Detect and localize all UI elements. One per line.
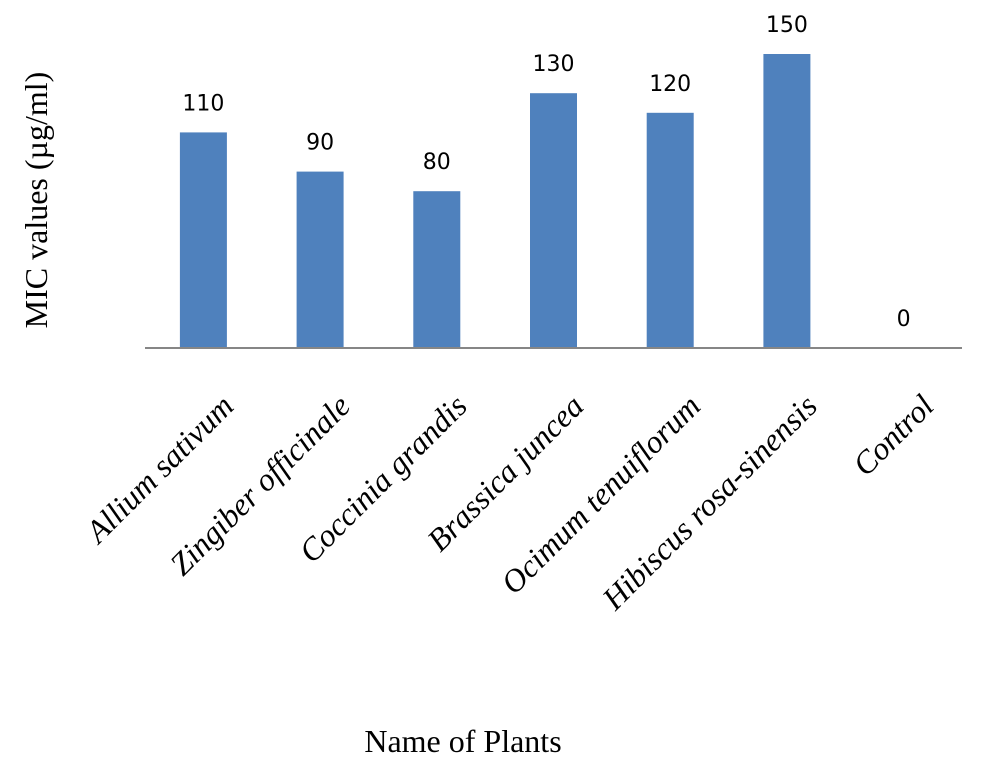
data-label-0: 110 bbox=[182, 91, 224, 116]
data-label-4: 120 bbox=[649, 72, 691, 97]
bar-5 bbox=[763, 54, 811, 348]
category-label-5: Hibiscus rosa-sinensis bbox=[594, 387, 824, 617]
bar-2 bbox=[413, 191, 461, 348]
data-label-5: 150 bbox=[766, 13, 808, 38]
category-label-6: Control bbox=[846, 387, 941, 482]
bar-3 bbox=[530, 93, 577, 348]
y-axis-title: MIC values (µg/ml) bbox=[18, 72, 54, 329]
data-label-6: 0 bbox=[897, 307, 911, 332]
bar-1 bbox=[296, 171, 344, 348]
bar-4 bbox=[646, 112, 694, 348]
x-axis-title: Name of Plants bbox=[364, 723, 561, 759]
data-label-1: 90 bbox=[306, 131, 334, 156]
bar-0 bbox=[179, 132, 227, 348]
data-label-2: 80 bbox=[423, 150, 451, 175]
data-label-3: 130 bbox=[533, 52, 575, 77]
bars-layer bbox=[179, 54, 811, 348]
category-label-4: Ocimum tenuiflorum bbox=[494, 387, 707, 600]
data-labels-layer: 110 90 80 130 120 150 0 bbox=[182, 13, 910, 332]
